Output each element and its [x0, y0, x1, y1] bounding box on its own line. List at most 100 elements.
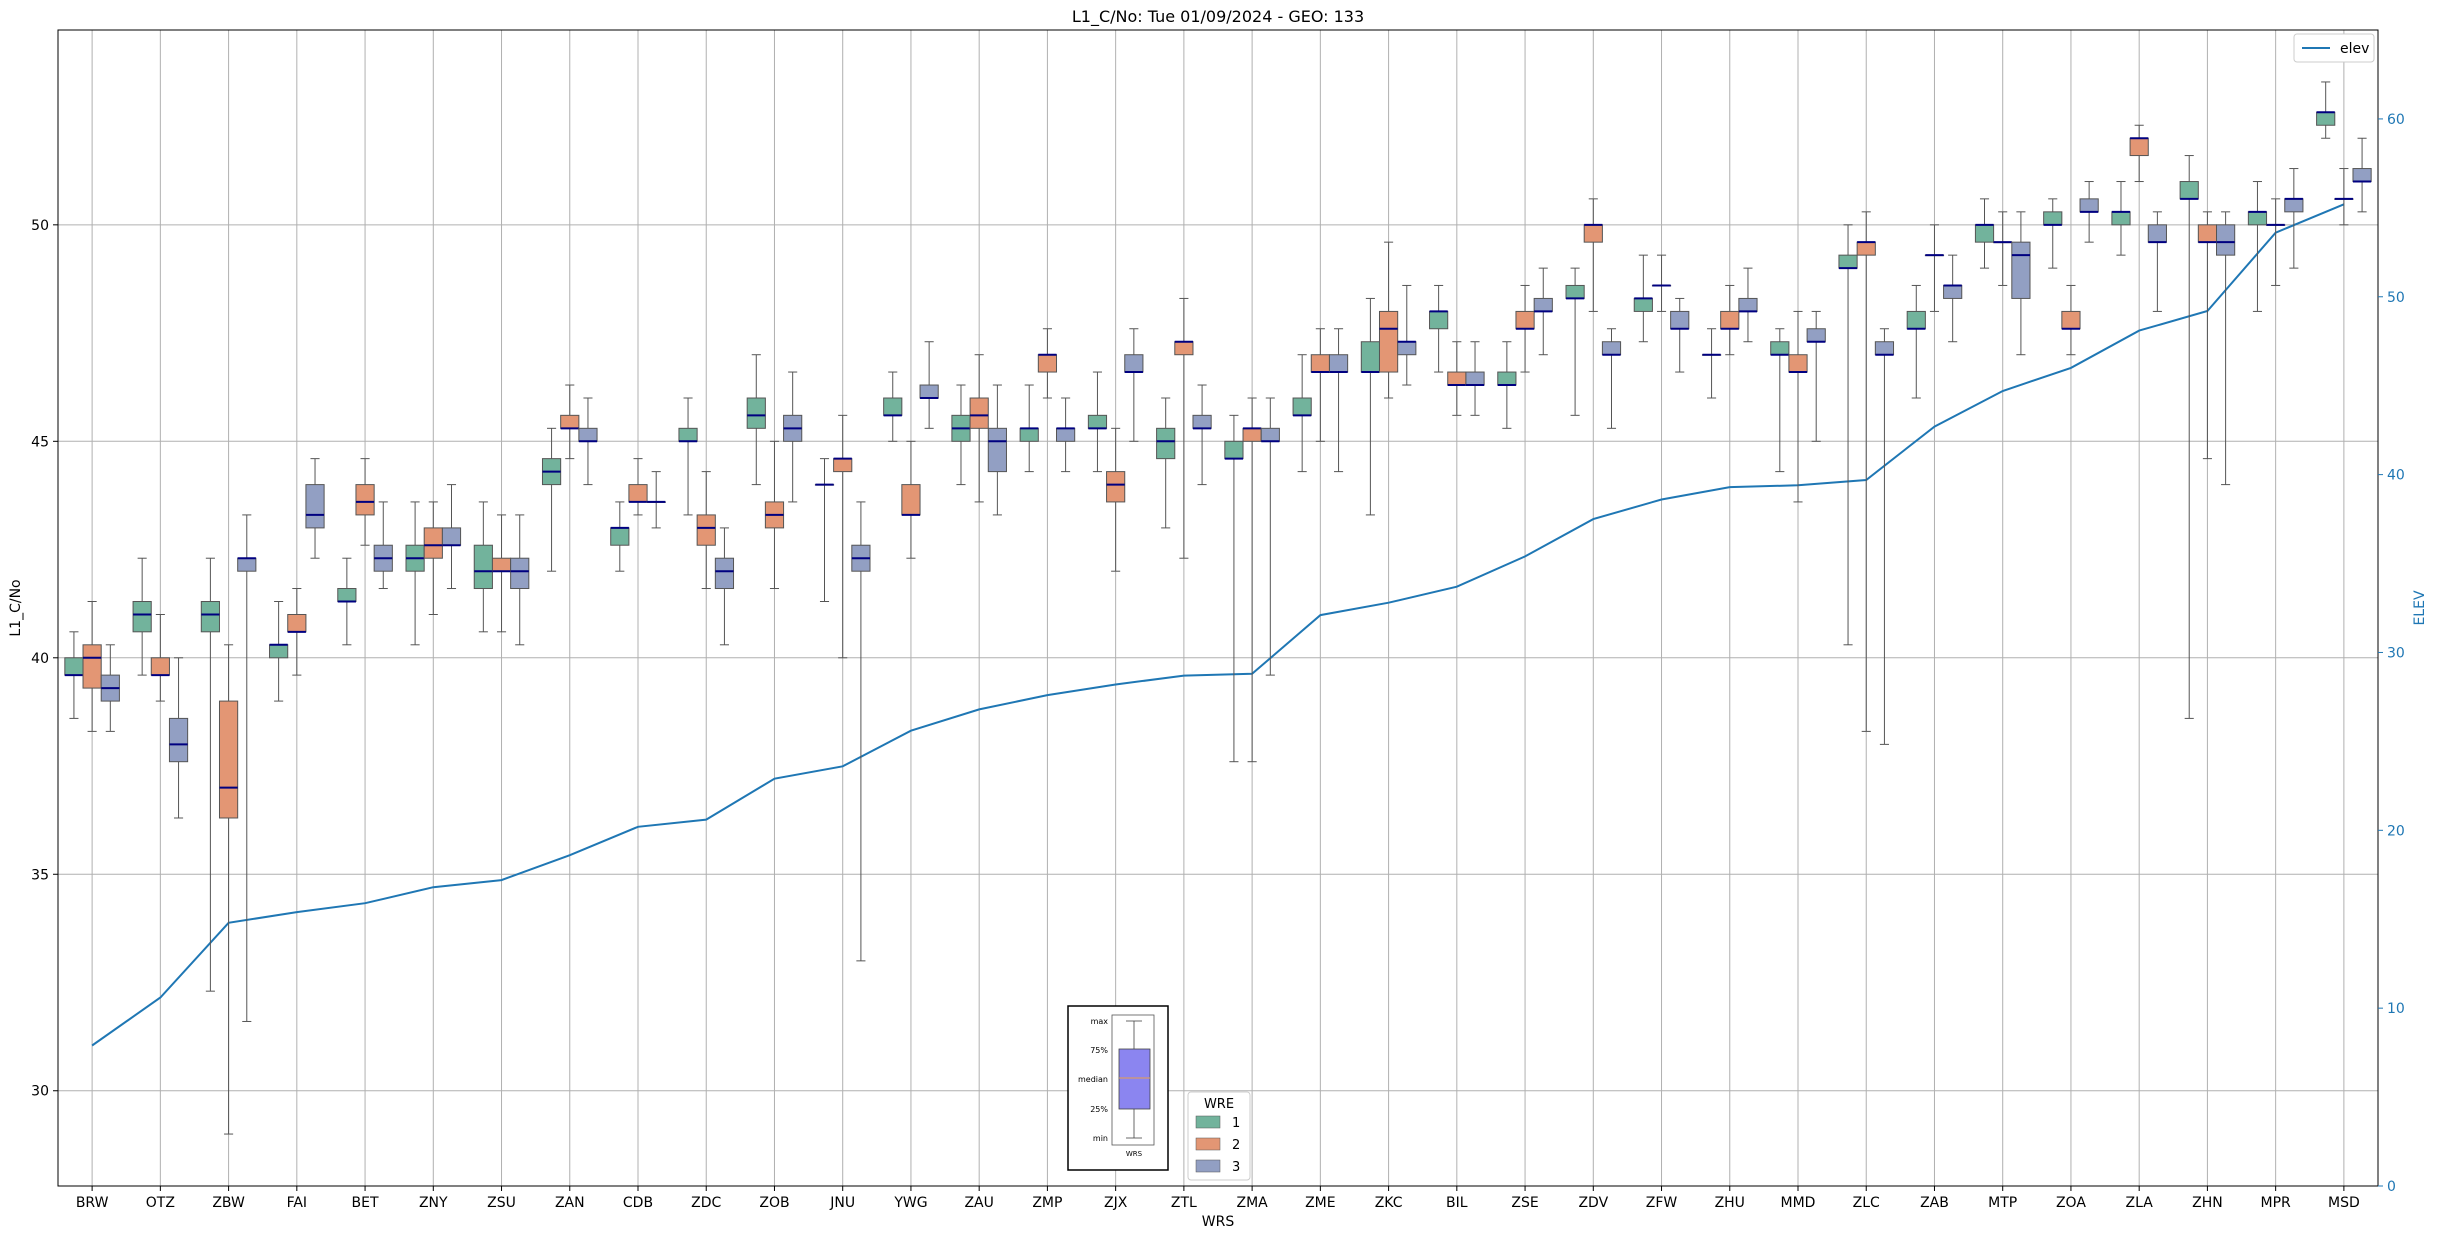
y-tick-label: 45 [31, 434, 49, 450]
x-tick-label: ZDC [691, 1195, 721, 1211]
x-tick-label: ZJX [1104, 1195, 1128, 1211]
box-BET-wre2 [355, 458, 375, 546]
box-iqr [305, 484, 325, 529]
box-iqr [1378, 310, 1399, 373]
box-ZLA-wre2 [2129, 124, 2149, 183]
box-ZAN-wre2 [560, 384, 580, 460]
box-ZAU-wre2 [969, 354, 989, 503]
box-iqr [2216, 224, 2236, 256]
box-MMD-wre1 [1770, 328, 1790, 473]
box-iqr [1738, 297, 1758, 312]
box-ZOA-wre3 [2079, 181, 2099, 243]
chart-title: L1_C/No: Tue 01/09/2024 - GEO: 133 [1072, 7, 1364, 27]
elev-polyline [91, 203, 2345, 1047]
box-iqr [218, 700, 239, 819]
y-tick-label: 35 [31, 867, 49, 883]
y-tick-label: 40 [31, 651, 49, 667]
y2-axis-label: ELEV [2412, 590, 2428, 625]
box-ZAU-wre3 [987, 384, 1007, 516]
box-iqr [2079, 198, 2099, 213]
elev-line [91, 203, 2345, 1047]
box-iqr [2147, 224, 2167, 243]
box-OTZ-wre2 [150, 613, 170, 702]
x-tick-label: MPR [2261, 1195, 2292, 1211]
box-iqr [1106, 471, 1126, 503]
x-tick-label: ZSE [1511, 1195, 1538, 1211]
box-ZOA-wre1 [2043, 198, 2063, 269]
box-ZOB-wre2 [764, 440, 785, 590]
box-ZBW-wre1 [200, 557, 220, 992]
box-iqr [2197, 224, 2218, 243]
box-key-box [1118, 1048, 1151, 1110]
box-iqr [1838, 254, 1858, 269]
box-iqr [2011, 241, 2031, 299]
box-key-max: max [1091, 1017, 1109, 1026]
wre-legend-swatch-2 [1195, 1137, 1221, 1151]
plot-frame [57, 29, 2379, 1187]
box-ZSU-wre2 [491, 514, 512, 633]
y-axis: 30 35 40 45 50 [31, 218, 58, 1100]
box-FAI-wre2 [287, 588, 307, 676]
box-iqr [1856, 241, 1876, 256]
box-iqr [1974, 224, 1995, 243]
box-CDB-wre2 [628, 458, 648, 516]
box-MTP-wre3 [2011, 211, 2031, 356]
y2-tick-label: 50 [2387, 290, 2405, 306]
box-iqr [473, 544, 493, 590]
box-BET-wre3 [373, 501, 393, 590]
box-ZTL-wre1 [1156, 397, 1176, 529]
box-iqr [355, 484, 375, 516]
x-tick-label: ZFW [1646, 1195, 1678, 1211]
x-tick-label: BIL [1446, 1195, 1468, 1211]
box-ZHN-wre2 [2197, 211, 2218, 460]
x-tick-label: MTP [1988, 1195, 2017, 1211]
box-BIL-wre3 [1465, 341, 1485, 416]
box-ZDC-wre1 [678, 397, 698, 516]
box-iqr [1242, 427, 1262, 442]
x-tick-label: FAI [287, 1195, 307, 1211]
box-iqr [1720, 310, 1740, 330]
box-ZOA-wre2 [2061, 284, 2081, 356]
box-FAI-wre3 [305, 458, 325, 559]
box-iqr [1019, 427, 1039, 442]
box-JNU-wre2 [833, 414, 853, 659]
x-tick-label: ZLA [2126, 1195, 2154, 1211]
line-legend-label: elev [2340, 41, 2369, 57]
box-ZME-wre1 [1292, 354, 1312, 473]
x-tick-label: ZTL [1171, 1195, 1197, 1211]
box-ZDV-wre2 [1583, 198, 1603, 312]
box-ZBW-wre3 [237, 514, 257, 1022]
box-ZHU-wre3 [1738, 267, 1758, 343]
y2-tick-label: 30 [2387, 645, 2405, 661]
box-iqr [2111, 211, 2131, 226]
wre-legend-label-3: 3 [1232, 1160, 1240, 1175]
y2-tick-label: 60 [2387, 112, 2405, 128]
y2-tick-label: 10 [2387, 1001, 2405, 1017]
y2-axis: 0 10 20 30 40 50 60 [2378, 112, 2405, 1195]
box-ZHU-wre1 [1701, 328, 1722, 399]
box-iqr [1037, 354, 1058, 373]
box-BRW-wre3 [100, 644, 120, 732]
box-YWG-wre3 [919, 341, 939, 429]
x-tick-label: ZMP [1032, 1195, 1062, 1211]
y2-tick-label: 20 [2387, 823, 2405, 839]
x-tick-label: BET [352, 1195, 379, 1211]
box-key-min: min [1093, 1134, 1108, 1143]
box-iqr [919, 384, 939, 399]
x-tick-label: ZHU [1715, 1195, 1745, 1211]
box-iqr [1292, 397, 1312, 416]
box-ZDV-wre1 [1565, 267, 1585, 416]
box-iqr [64, 657, 84, 676]
y2-tick-label: 0 [2387, 1179, 2396, 1195]
box-ZKC-wre2 [1378, 241, 1399, 399]
box-ZSE-wre3 [1533, 267, 1553, 356]
box-ZBW-wre2 [218, 644, 239, 1135]
x-tick-label: ZAU [964, 1195, 993, 1211]
box-iqr [696, 514, 716, 546]
wre-legend-swatch-3 [1195, 1159, 1221, 1173]
box-JNU-wre3 [851, 501, 871, 962]
box-iqr [200, 601, 220, 633]
box-iqr [1943, 284, 1963, 299]
box-key-q3: 75% [1090, 1046, 1108, 1055]
